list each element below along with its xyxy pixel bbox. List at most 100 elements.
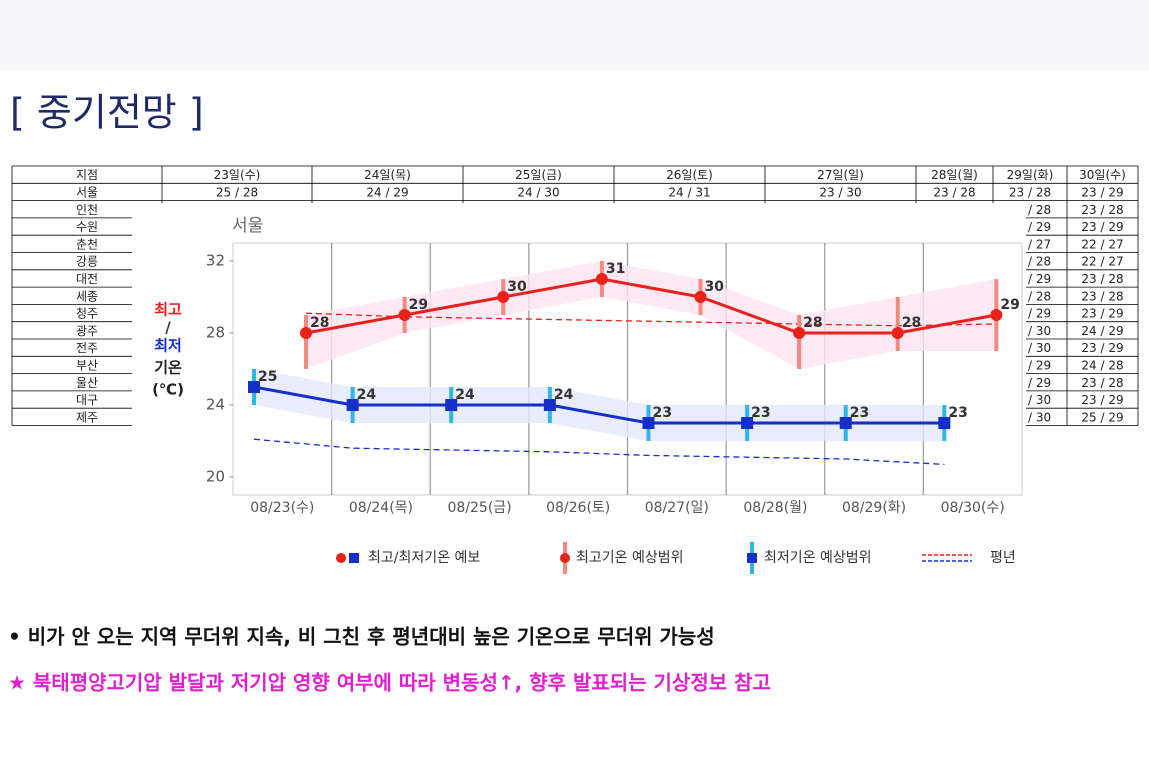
table-cell: 23 / 28 [1081,289,1123,303]
table-header: 30일(수) [1079,168,1126,182]
table-cell: 부산 [76,358,98,372]
data-label: 30 [507,279,527,295]
table-cell: 23 / 28 [933,185,975,199]
table-header: 지점 [76,168,98,182]
data-label: 24 [554,387,574,403]
normal-line [305,312,997,327]
table-cell: 23 / 30 [819,185,861,199]
table-cell: 23 / 28 [1081,272,1123,286]
x-tick-label: 08/29(화) [842,500,906,516]
table-cell: / 28 [1028,203,1051,217]
table-cell: 24 / 28 [1081,358,1123,372]
point [741,417,754,429]
legend: 최고/최저기온 예보 최고기온 예상범위 최저기온 예상범위 평년 [336,542,1016,574]
y-tick-label: 20 [206,468,225,486]
point [248,381,260,393]
data-label: 23 [850,405,869,421]
data-label: 28 [310,315,329,331]
axis-label: / [165,319,171,337]
table-cell: 대구 [76,393,98,407]
legend-swatch [560,553,570,563]
axis-label: 최고 [154,301,182,319]
y-tick-label: 24 [206,396,225,414]
legend-swatch [747,553,757,563]
table-cell: 대전 [76,272,98,286]
data-label: 25 [258,369,277,385]
note: ★ 북태평양고기압 발달과 저기압 영향 여부에 따라 변동성↑, 향후 발표되… [8,671,771,695]
legend-label: 최고기온 예상범위 [576,550,684,566]
x-tick-label: 08/26(토) [546,500,610,516]
legend-swatch [336,553,346,563]
top-bar [0,0,1149,70]
table-cell: / 29 [1028,376,1051,390]
table-cell: 춘천 [76,236,98,251]
point [938,417,951,429]
table-cell: 24 / 29 [1081,324,1123,338]
forecast-line [253,385,945,425]
table-cell: 24 / 31 [668,185,710,199]
data-label: 23 [653,405,672,421]
table-header: 23일(수) [214,168,261,182]
data-label: 29 [409,297,428,313]
x-tick-label: 08/24(목) [349,500,413,516]
table-cell: 25 / 29 [1081,410,1123,424]
normal-line [253,438,945,466]
table-cell: 수원 [76,220,98,234]
table-cell: / 30 [1028,410,1051,424]
table-header: 26일(토) [666,168,713,182]
axis-label: 기온 [154,359,182,377]
table-cell: / 29 [1028,272,1051,286]
table-cell: / 30 [1028,341,1051,355]
table-cell: 24 / 30 [517,185,559,199]
point [543,399,556,411]
table-cell: / 28 [1028,255,1051,269]
data-label: 28 [902,315,921,331]
table-cell: 강릉 [76,255,98,269]
point [642,417,655,429]
point [445,399,458,411]
x-tick-label: 08/25(금) [447,500,511,516]
table-cell: 23 / 29 [1081,220,1123,234]
data-label: 28 [803,315,822,331]
legend-swatch [349,553,359,563]
chart-title: 서울 [232,216,263,236]
point [839,417,852,429]
legend-label: 최고/최저기온 예보 [368,550,480,566]
point [497,291,510,303]
table-cell: 청주 [76,307,98,321]
point [346,399,359,411]
data-label: 24 [357,387,377,403]
data-label: 23 [751,405,770,421]
forecast-line [305,277,997,335]
data-label: 23 [948,405,967,421]
table-cell: 22 / 27 [1081,255,1123,269]
table-cell: / 29 [1028,220,1051,234]
axis-label: 최저 [154,337,182,355]
table-header: 29일(화) [1007,168,1054,182]
table-cell: 전주 [76,341,98,355]
point [398,309,411,321]
table-header: 28일(월) [931,168,978,182]
y-tick-label: 28 [206,324,225,342]
table-cell: 23 / 29 [1081,341,1123,355]
table-cell: 제주 [76,410,98,424]
table-cell: 23 / 28 [1081,203,1123,217]
x-tick-label: 08/23(수) [250,500,314,516]
point [300,327,312,339]
point [694,291,707,303]
axis-label: (℃) [152,381,184,399]
table-cell: 서울 [76,185,98,199]
table-cell: 23 / 29 [1081,307,1123,321]
table-cell: / 28 [1028,289,1051,303]
point [793,327,806,339]
table-cell: 23 / 29 [1081,185,1123,199]
table-cell: / 30 [1028,324,1051,338]
table-cell: 광주 [76,324,98,338]
y-tick-label: 32 [206,252,225,270]
x-tick-label: 08/30(수) [941,500,1005,516]
data-label: 29 [1000,297,1019,313]
table-cell: / 29 [1028,307,1051,321]
table-header: 24일(목) [364,168,411,182]
point [595,273,608,285]
table-cell: 울산 [76,376,98,390]
